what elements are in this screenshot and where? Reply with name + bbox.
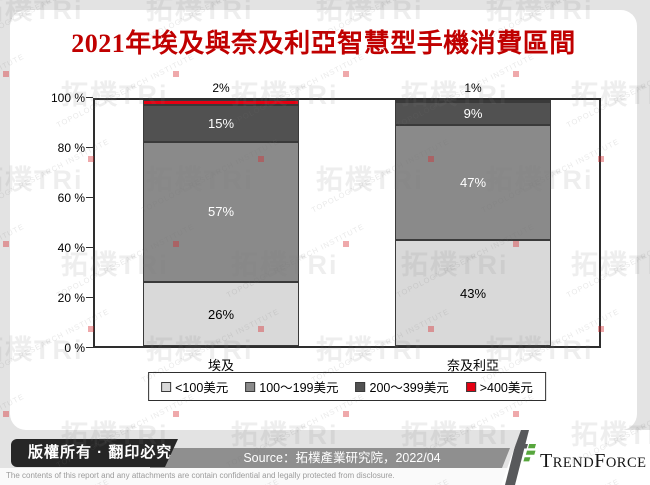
y-axis-tick-mark (86, 97, 93, 98)
slide-card: 2021年埃及與奈及利亞智慧型手機消費區間 26% 57% 15% 43% 47% 9% … (10, 10, 637, 430)
watermark-dot (3, 411, 9, 417)
legend-swatch (355, 381, 366, 392)
trendforce-logo-icon (515, 442, 536, 471)
legend-label: <100美元 (175, 381, 229, 395)
legend-label: >400美元 (479, 381, 533, 395)
legend-swatch (465, 381, 476, 392)
segment-value-label: 47% (459, 174, 487, 190)
copyright-badge: 版權所有 · 翻印必究 (11, 439, 178, 467)
legend-label: 200～399美元 (369, 381, 449, 395)
y-axis-tick-label: 80 % (57, 141, 85, 155)
source-text: Source：拓樸產業研究院，2022/04 (243, 451, 441, 465)
bar-segment: 15% (143, 104, 299, 142)
y-axis-tick-mark (86, 347, 93, 348)
legend-swatch (245, 381, 256, 392)
y-axis-tick-mark (86, 197, 93, 198)
bottom-strip (0, 468, 650, 485)
y-axis-tick-label: 20 % (57, 291, 85, 305)
watermark-dot (3, 71, 9, 77)
above-bar-value-label: 1% (464, 81, 482, 95)
segment-value-label: 15% (207, 115, 235, 131)
legend-item: <100美元 (161, 377, 228, 396)
plot-area: 26% 57% 15% 43% 47% 9% (93, 98, 601, 348)
trendforce-logo-text: TRENDFORCE (540, 450, 647, 472)
y-axis-tick-label: 60 % (57, 191, 85, 205)
legend-item: 200～399美元 (355, 377, 449, 396)
x-axis-category-label: 埃及 (207, 358, 235, 373)
trendforce-logo: TRENDFORCE (515, 442, 647, 471)
y-axis-tick-mark (86, 147, 93, 148)
y-axis-tick-mark (86, 297, 93, 298)
legend: <100美元 100～199美元 200～399美元 >400美元 (148, 372, 546, 401)
segment-value-label: 43% (459, 285, 487, 301)
legend-swatch (161, 381, 172, 392)
bar-segment: 57% (143, 141, 299, 283)
source-bar: Source：拓樸產業研究院，2022/04 (150, 448, 510, 468)
bar-segment: 47% (395, 124, 551, 241)
legend-label: 100～199美元 (259, 381, 339, 395)
segment-value-label: 57% (207, 204, 235, 220)
copyright-text: 版權所有 · 翻印必究 (28, 444, 173, 461)
y-axis-tick-mark (86, 247, 93, 248)
disclaimer-text: The contents of this report and any atta… (6, 471, 395, 480)
plot-wrap: 26% 57% 15% 43% 47% 9% <100美元 100～199美元 200～399… (51, 81, 601, 401)
y-axis-tick-label: 100 % (50, 91, 85, 105)
bar-segment: 26% (143, 282, 299, 346)
segment-value-label: 26% (207, 306, 235, 322)
x-axis-category-label: 奈及利亞 (446, 358, 500, 373)
bar-segment: 43% (395, 240, 551, 346)
legend-item: 100～199美元 (245, 377, 339, 396)
segment-value-label: 9% (463, 106, 483, 122)
bar-segment: 9% (395, 102, 551, 125)
legend-item: >400美元 (465, 377, 533, 396)
page-title: 2021年埃及與奈及利亞智慧型手機消費區間 (71, 29, 576, 58)
bar-segment (143, 100, 299, 105)
bar-segment (395, 100, 551, 103)
watermark-dot (3, 241, 9, 247)
above-bar-value-label: 2% (212, 81, 230, 95)
footer-right-panel: TRENDFORCE (501, 430, 650, 485)
y-axis-tick-label: 0 % (64, 341, 85, 355)
y-axis-tick-label: 40 % (57, 241, 85, 255)
